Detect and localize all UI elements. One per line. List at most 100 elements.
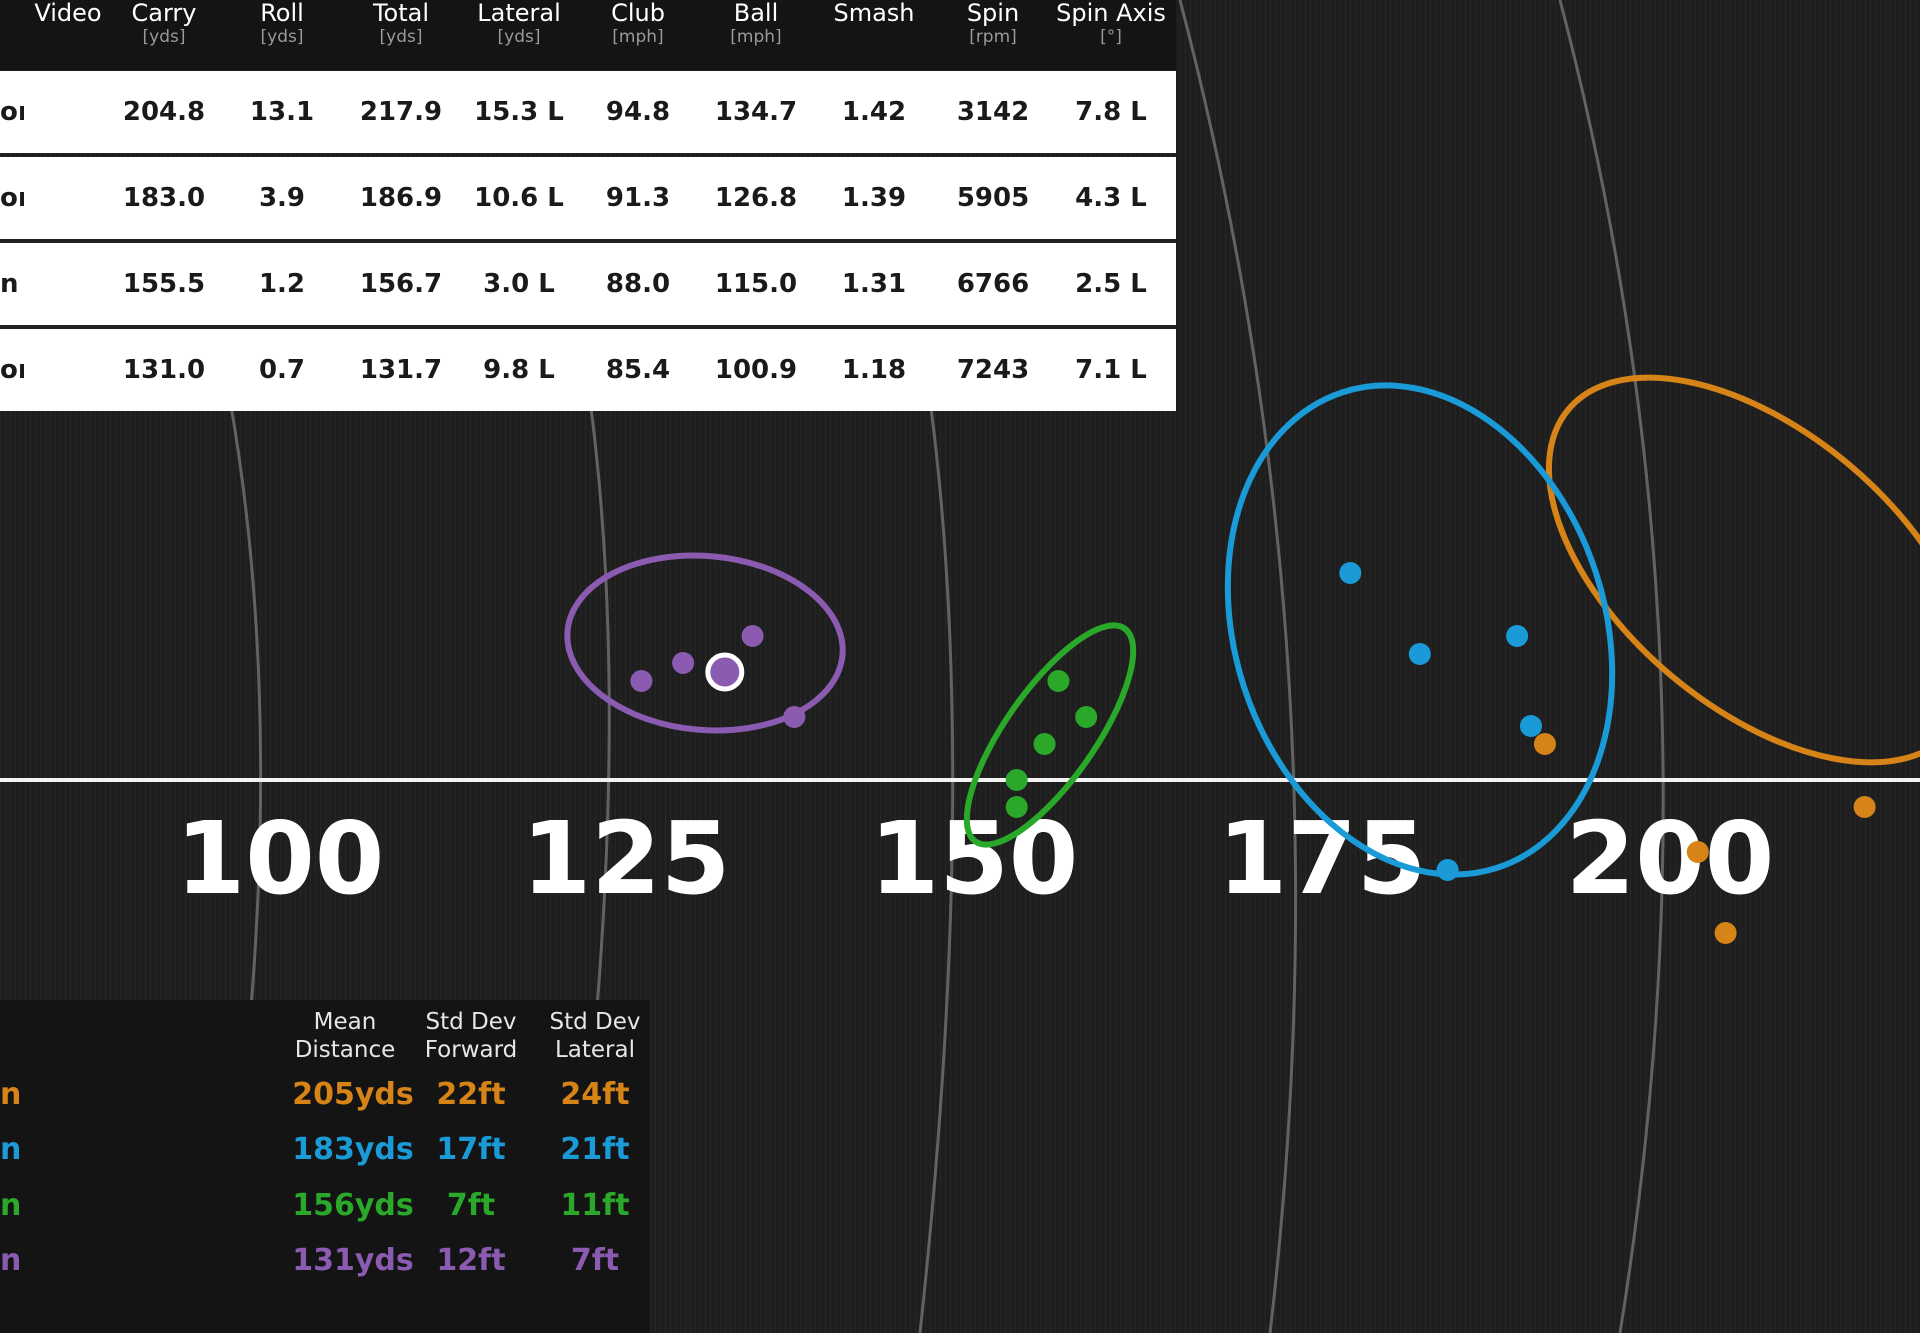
stats-std-dev-forward: 17ft (436, 1132, 506, 1167)
cell-club-speed: 91.3 (605, 183, 671, 213)
hybrid-shot-dot[interactable] (1075, 706, 1098, 728)
header-lateral[interactable]: Lateral [yds] (477, 0, 561, 47)
cell-lateral: 10.6 L (474, 183, 564, 213)
row-club-name: on (0, 97, 24, 127)
cell-club-speed: 88.0 (605, 269, 671, 299)
yard-label-125: 125 (522, 800, 731, 917)
header-spin-axis[interactable]: Spin Axis [°] (1056, 0, 1166, 47)
stats-row[interactable]: n 183yds 17ft 21ft (0, 1125, 650, 1175)
hybrid-dispersion-ellipse (963, 622, 1137, 848)
yard-label-200: 200 (1566, 800, 1775, 917)
distance-arc-175 (1178, 0, 1298, 1333)
hybrid-shot-dot[interactable] (1005, 796, 1028, 818)
stats-header-std-dev-lateral: Std Dev Lateral (549, 1009, 641, 1063)
wood-shot-dot[interactable] (1339, 562, 1362, 584)
stats-mean-distance: 205yds (292, 1077, 414, 1112)
yardage-labels: 100 125 150 175 200 (176, 800, 1775, 917)
cell-spin: 6766 (956, 269, 1030, 299)
table-row[interactable]: on 204.8 13.1 217.9 15.3 L 94.8 134.7 1.… (0, 71, 1176, 153)
distance-arc-200 (1558, 0, 1665, 1333)
cell-ball-speed: 100.9 (714, 355, 798, 385)
cell-total: 217.9 (359, 97, 443, 127)
yard-label-100: 100 (176, 800, 385, 917)
dispersion-stats-panel: Mean Distance Std Dev Forward Std Dev Later… (0, 1000, 650, 1333)
cell-lateral: 3.0 L (483, 269, 555, 299)
cell-spin-axis: 2.5 L (1075, 269, 1147, 299)
stats-std-dev-forward: 7ft (446, 1188, 496, 1223)
table-header: Video Carry [yds] Roll [yds] Total [yds] La… (0, 0, 1176, 70)
table-row[interactable]: on 131.0 0.7 131.7 9.8 L 85.4 100.9 1.18… (0, 329, 1176, 411)
wood-shot-dot[interactable] (1408, 643, 1431, 665)
cell-smash: 1.42 (841, 97, 907, 127)
cell-ball-speed: 115.0 (714, 269, 798, 299)
header-total[interactable]: Total [yds] (372, 0, 430, 47)
stats-header-mean-distance: Mean Distance (294, 1009, 396, 1063)
stats-row[interactable]: n 156yds 7ft 11ft (0, 1181, 650, 1231)
driver-shot-dot[interactable] (1686, 841, 1709, 863)
header-ball-speed[interactable]: Ball [mph] (730, 0, 782, 47)
cell-carry: 131.0 (122, 355, 206, 385)
cell-total: 156.7 (359, 269, 443, 299)
shot-dots (630, 562, 1876, 944)
stats-row[interactable]: n 205yds 22ft 24ft (0, 1070, 650, 1120)
table-row[interactable]: on 183.0 3.9 186.9 10.6 L 91.3 126.8 1.3… (0, 157, 1176, 239)
dispersion-ellipses (564, 374, 1920, 878)
table-row[interactable]: n 155.5 1.2 156.7 3.0 L 88.0 115.0 1.31 … (0, 243, 1176, 325)
cell-club-speed: 85.4 (605, 355, 671, 385)
shot-data-table: Video Carry [yds] Roll [yds] Total [yds] La… (0, 0, 1176, 411)
row-club-name: n (0, 269, 19, 299)
stats-header-std-dev-forward: Std Dev Forward (424, 1009, 518, 1063)
cell-spin: 7243 (956, 355, 1030, 385)
stats-std-dev-forward: 22ft (436, 1077, 506, 1112)
wood-dispersion-ellipse (1224, 382, 1616, 878)
cell-spin-axis: 7.1 L (1075, 355, 1147, 385)
cell-smash: 1.18 (841, 355, 907, 385)
header-spin[interactable]: Spin [rpm] (966, 0, 1020, 47)
stats-std-dev-lateral: 21ft (560, 1132, 630, 1167)
driver-dispersion-ellipse (1545, 374, 1920, 766)
driver-shot-dot[interactable] (1533, 733, 1556, 755)
stats-std-dev-forward: 12ft (436, 1243, 506, 1278)
wood-shot-dot[interactable] (1520, 715, 1542, 737)
stats-club-name: n (0, 1243, 22, 1278)
stats-mean-distance: 156yds (292, 1188, 414, 1223)
cell-spin: 3142 (956, 97, 1030, 127)
stats-mean-distance: 131yds (292, 1243, 414, 1278)
stats-mean-distance: 183yds (292, 1132, 414, 1167)
iron-shot-dot[interactable] (630, 670, 653, 692)
wood-shot-dot[interactable] (1436, 859, 1459, 881)
yard-label-150: 150 (870, 800, 1079, 917)
header-carry[interactable]: Carry [yds] (131, 0, 197, 47)
iron-shot-dot[interactable] (741, 625, 764, 647)
cell-smash: 1.31 (841, 269, 907, 299)
hybrid-shot-dot[interactable] (1033, 733, 1056, 755)
distance-arc-150 (918, 399, 955, 1333)
cell-club-speed: 94.8 (605, 97, 671, 127)
header-roll[interactable]: Roll [yds] (260, 0, 304, 47)
iron-shot-dot[interactable] (783, 706, 806, 728)
cell-roll: 3.9 (258, 183, 306, 213)
stats-club-name: n (0, 1132, 22, 1167)
header-club-speed[interactable]: Club [mph] (611, 0, 665, 47)
cell-carry: 183.0 (122, 183, 206, 213)
stats-std-dev-lateral: 24ft (560, 1077, 630, 1112)
cell-roll: 0.7 (258, 355, 306, 385)
hybrid-shot-dot[interactable] (1047, 670, 1070, 692)
cell-lateral: 9.8 L (483, 355, 555, 385)
cell-roll: 13.1 (249, 97, 315, 127)
wood-shot-dot[interactable] (1506, 625, 1529, 647)
row-club-name: on (0, 355, 24, 385)
iron-shot-dot[interactable] (672, 652, 695, 674)
driver-shot-dot[interactable] (1853, 796, 1876, 818)
cell-spin-axis: 7.8 L (1075, 97, 1147, 127)
header-smash[interactable]: Smash (833, 0, 915, 27)
selected-shot-dot[interactable] (705, 652, 745, 692)
stats-row[interactable]: n 131yds 12ft 7ft (0, 1236, 650, 1286)
driver-shot-dot[interactable] (1714, 922, 1737, 944)
hybrid-shot-dot[interactable] (1005, 769, 1028, 791)
header-video[interactable]: Video (34, 0, 102, 27)
cell-carry: 204.8 (122, 97, 206, 127)
cell-carry: 155.5 (122, 269, 206, 299)
stats-club-name: n (0, 1188, 22, 1223)
